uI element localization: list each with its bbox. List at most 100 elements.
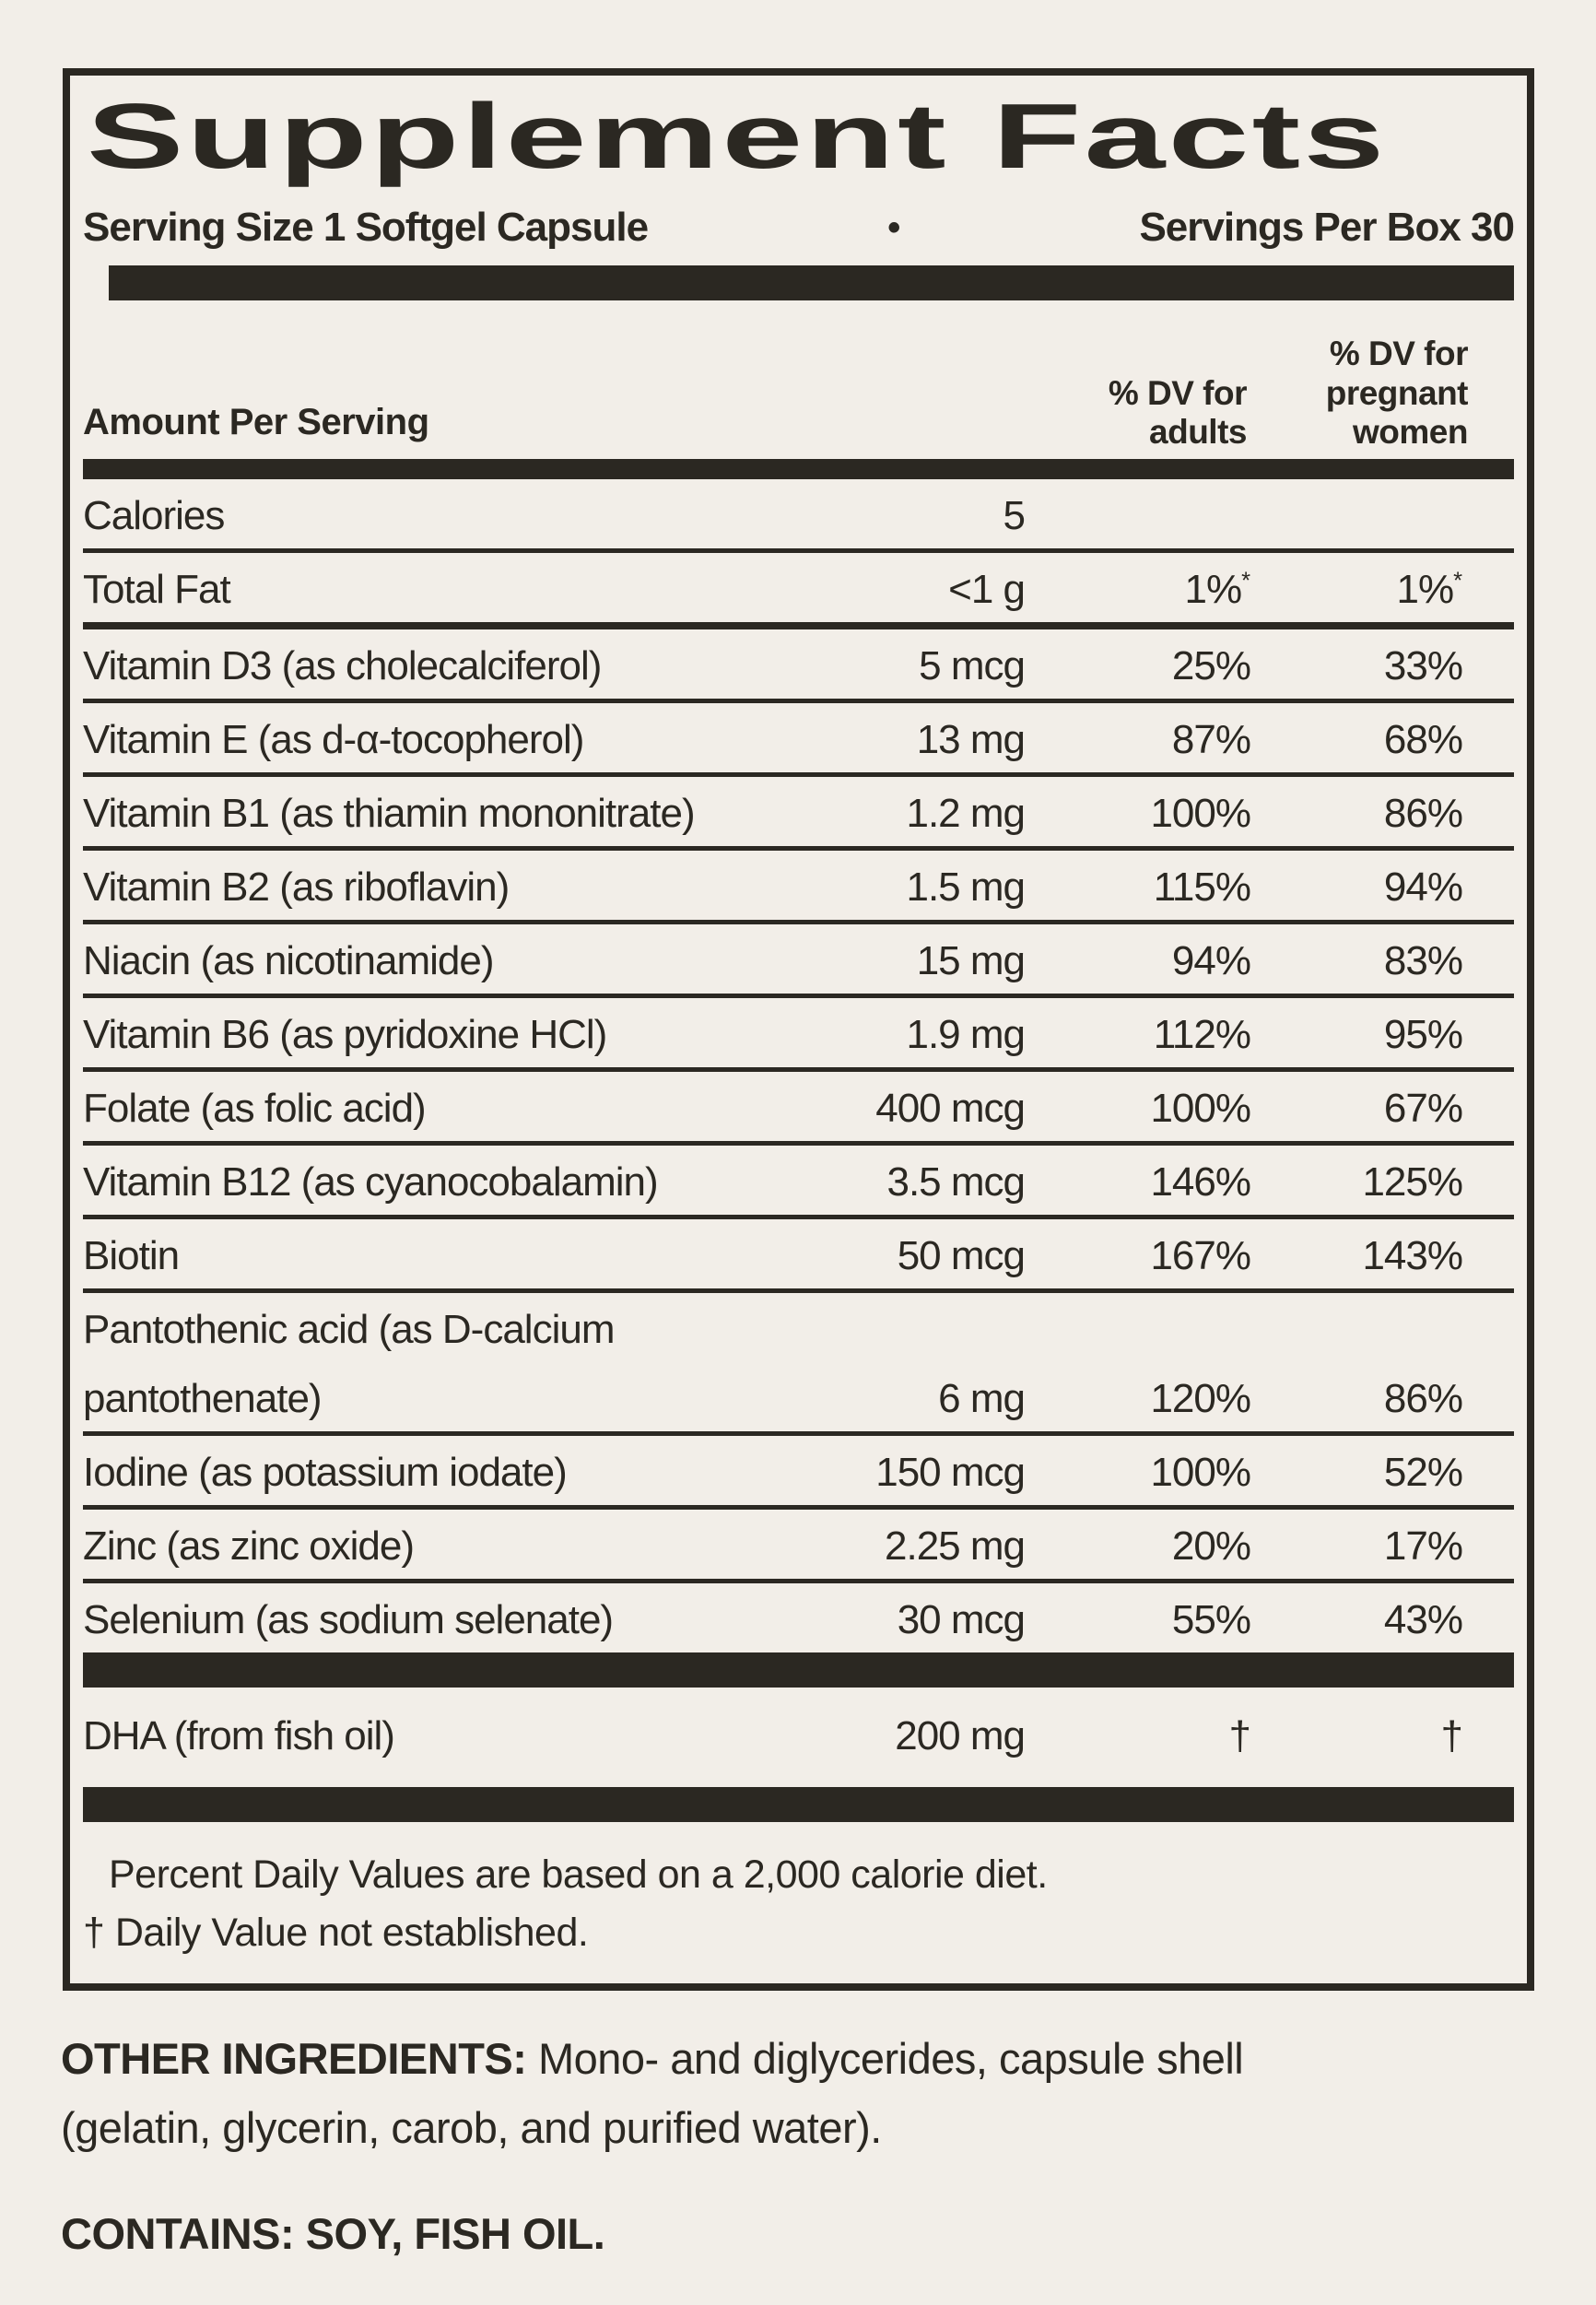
divider-bar-section	[83, 1787, 1514, 1822]
nutrient-name: Niacin (as nicotinamide)	[83, 938, 495, 983]
nutrient-name: pantothenate)	[83, 1376, 323, 1421]
amount-value: 2.25 mg	[885, 1523, 1026, 1569]
nutrient-name: Iodine (as potassium iodate)	[83, 1450, 568, 1495]
nutrient-name: Zinc (as zinc oxide)	[83, 1523, 415, 1569]
dv-pregnant-value: †	[1440, 1713, 1463, 1758]
amount-value: 1.9 mg	[906, 1012, 1026, 1057]
table-row: Biotin 50 mcg 167% 143%	[83, 1219, 1514, 1293]
servings-per-box-text: Servings Per Box 30	[1139, 205, 1515, 250]
nutrient-name: Vitamin B1 (as thiamin mononitrate)	[83, 791, 696, 836]
amount-value: 1.2 mg	[906, 791, 1026, 836]
bullet-separator: •	[887, 206, 900, 248]
amount-value: <1 g	[948, 567, 1026, 612]
table-row: Calories 5	[83, 479, 1514, 553]
dv-adults-value: †	[1228, 1713, 1251, 1758]
table-row: Niacin (as nicotinamide) 15 mg 94% 83%	[83, 924, 1514, 998]
asterisk-note: *	[1241, 568, 1250, 594]
nutrient-name: Folate (as folic acid)	[83, 1086, 427, 1131]
dv-adults-value: 115%	[1153, 864, 1251, 910]
asterisk-note: *	[1453, 568, 1462, 594]
table-row: Vitamin B12 (as cyanocobalamin) 3.5 mcg 14…	[83, 1146, 1514, 1219]
dv-adults-value: 100%	[1150, 1450, 1251, 1495]
dv-adults-value: 20%	[1171, 1523, 1251, 1569]
table-row: Vitamin D3 (as cholecalciferol) 5 mcg 25% 3…	[83, 629, 1514, 703]
nutrient-name: Selenium (as sodium selenate)	[83, 1597, 614, 1642]
table-row: Vitamin B2 (as riboflavin) 1.5 mg 115% 94%	[83, 851, 1514, 924]
column-headers-row: Amount Per Serving % DV for adults % DV …	[83, 306, 1514, 452]
dv-adults-value: 1%*	[1184, 567, 1250, 612]
dv-adults-value: 112%	[1153, 1012, 1251, 1057]
serving-size-text: Serving Size 1 Softgel Capsule	[83, 205, 649, 250]
table-row: DHA (from fish oil) 200 mg † †	[83, 1688, 1514, 1787]
nutrient-name: Total Fat	[83, 567, 231, 612]
dv-adults-value: 100%	[1150, 1086, 1251, 1131]
table-row: Iodine (as potassium iodate) 150 mcg 100% 5…	[83, 1436, 1514, 1510]
amount-value: 5 mcg	[919, 643, 1026, 688]
footnote-percent-dv: Percent Daily Values are based on a 2,00…	[109, 1852, 1048, 1897]
table-row: Pantothenic acid (as D-calcium	[83, 1293, 1514, 1362]
dv-pregnant-value: 86%	[1383, 791, 1463, 836]
amount-value: 200 mg	[895, 1713, 1026, 1758]
dv-pregnant-value: 33%	[1383, 643, 1463, 688]
column-header-amount: Amount Per Serving	[83, 402, 429, 443]
amount-value: 5	[1003, 493, 1026, 538]
below-panel-text: OTHER INGREDIENTS: Mono- and diglyceride…	[61, 2024, 1443, 2269]
nutrient-name: Vitamin E (as d-α-tocopherol)	[83, 717, 584, 762]
serving-info-row: Serving Size 1 Softgel Capsule • Serving…	[83, 205, 1515, 251]
dv-pregnant-value: 43%	[1383, 1597, 1463, 1642]
amount-value: 6 mg	[938, 1376, 1026, 1421]
table-row: Zinc (as zinc oxide) 2.25 mg 20% 17%	[83, 1510, 1514, 1583]
dv-pregnant-value: 95%	[1383, 1012, 1463, 1057]
table-row: Folate (as folic acid) 400 mcg 100% 67%	[83, 1072, 1514, 1146]
amount-value: 3.5 mcg	[886, 1159, 1026, 1205]
dv-adults-value: 120%	[1150, 1376, 1251, 1421]
dv-pregnant-value: 83%	[1383, 938, 1463, 983]
dv-pregnant-value: 1%*	[1396, 567, 1462, 612]
nutrient-name: Vitamin B12 (as cyanocobalamin)	[83, 1159, 659, 1205]
amount-value: 30 mcg	[897, 1597, 1026, 1642]
column-header-dv-adults: % DV for adults	[1108, 373, 1248, 451]
nutrient-name: Vitamin B2 (as riboflavin)	[83, 864, 510, 910]
other-ingredients-value: Mono- and diglycerides, capsule shell (g…	[61, 2034, 1244, 2153]
table-row: pantothenate) 6 mg 120% 86%	[83, 1362, 1514, 1436]
amount-value: 1.5 mg	[906, 864, 1026, 910]
table-row: Vitamin E (as d-α-tocopherol) 13 mg 87% 68%	[83, 703, 1514, 777]
dv-pregnant-value: 68%	[1383, 717, 1463, 762]
nutrient-name: Biotin	[83, 1233, 180, 1278]
dv-adults-value: 167%	[1150, 1233, 1251, 1278]
facts-table-body: Calories 5 Total Fat <1 g 1%* 1%* Vitamin D3 (…	[83, 479, 1514, 1822]
table-row: Total Fat <1 g 1%* 1%*	[83, 553, 1514, 629]
divider-bar-section	[83, 1652, 1514, 1688]
dv-adults-value: 94%	[1171, 938, 1251, 983]
dv-adults-value: 87%	[1171, 717, 1251, 762]
divider-bar-header	[83, 459, 1514, 479]
table-row: Selenium (as sodium selenate) 30 mcg 55% 43…	[83, 1583, 1514, 1652]
amount-value: 15 mg	[916, 938, 1026, 983]
dv-pregnant-value: 143%	[1362, 1233, 1463, 1278]
nutrient-name: Vitamin B6 (as pyridoxine HCl)	[83, 1012, 607, 1057]
amount-value: 150 mcg	[875, 1450, 1026, 1495]
table-row: Vitamin B1 (as thiamin mononitrate) 1.2 m…	[83, 777, 1514, 851]
other-ingredients-text: OTHER INGREDIENTS: Mono- and diglyceride…	[61, 2024, 1443, 2162]
dv-adults-value: 55%	[1171, 1597, 1251, 1642]
dv-pregnant-value: 86%	[1383, 1376, 1463, 1421]
footnote-dagger: † Daily Value not established.	[83, 1911, 589, 1956]
amount-value: 50 mcg	[897, 1233, 1026, 1278]
nutrient-name: Vitamin D3 (as cholecalciferol)	[83, 643, 602, 688]
column-header-dv-pregnant: % DV for pregnant women	[1325, 335, 1469, 451]
dv-adults-value: 25%	[1171, 643, 1251, 688]
divider-bar-top	[109, 265, 1514, 300]
dv-pregnant-value: 52%	[1383, 1450, 1463, 1495]
amount-value: 400 mcg	[875, 1086, 1026, 1131]
nutrient-name: Calories	[83, 493, 225, 538]
dv-pregnant-value: 125%	[1362, 1159, 1463, 1205]
dv-pregnant-value: 17%	[1383, 1523, 1463, 1569]
table-row: Vitamin B6 (as pyridoxine HCl) 1.9 mg 112%…	[83, 998, 1514, 1072]
dv-adults-value: 100%	[1150, 791, 1251, 836]
dv-adults-value: 146%	[1150, 1159, 1251, 1205]
contains-text: CONTAINS: SOY, FISH OIL.	[61, 2209, 605, 2259]
nutrient-name: DHA (from fish oil)	[83, 1713, 395, 1758]
nutrient-name: Pantothenic acid (as D-calcium	[83, 1307, 615, 1352]
supplement-facts-panel: Supplement Facts Serving Size 1 Softgel …	[63, 68, 1534, 1991]
